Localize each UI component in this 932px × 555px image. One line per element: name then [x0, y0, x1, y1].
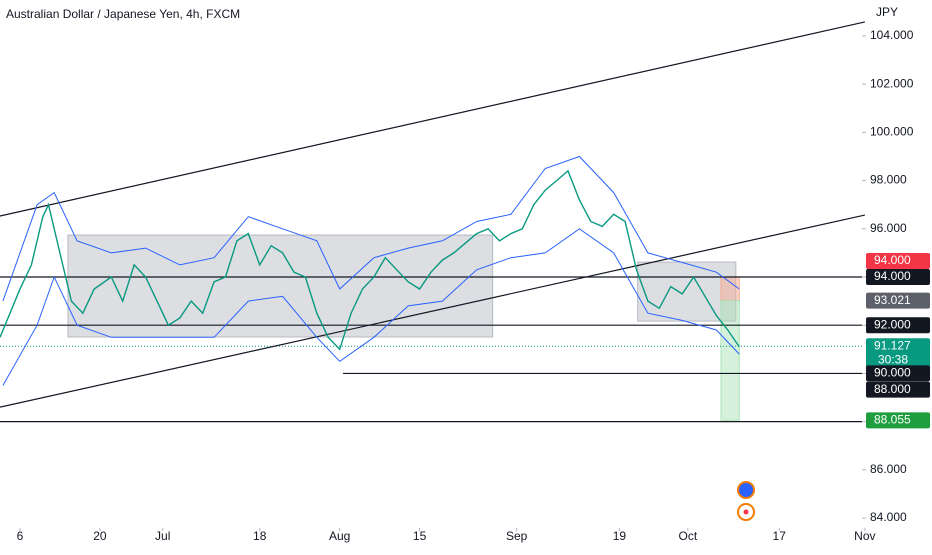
price-label-bg [866, 292, 930, 309]
y-tick-label: 100.000 [870, 125, 914, 139]
plot-area [0, 21, 865, 423]
zone [720, 276, 740, 302]
x-tick-label: 20 [93, 529, 107, 543]
x-tick-label: 17 [773, 529, 787, 543]
y-tick-label: 96.000 [870, 221, 907, 235]
y-unit: JPY [876, 5, 898, 19]
x-tick-label: Oct [679, 529, 698, 543]
price-label-bg [866, 317, 930, 334]
y-tick-label: 84.000 [870, 510, 907, 524]
x-tick-label: 18 [253, 529, 267, 543]
x-tick-label: Jul [155, 529, 170, 543]
price-label-bg [866, 412, 930, 429]
x-tick-label: Nov [854, 529, 875, 543]
price-label: 90.000 [874, 366, 911, 380]
price-label-bg [866, 365, 930, 382]
chart-title: Australian Dollar / Japanese Yen, 4h, FX… [6, 7, 240, 21]
event-dot [743, 509, 749, 515]
zone [720, 300, 740, 421]
y-tick-label: 98.000 [870, 173, 907, 187]
price-label: 91.127 [874, 338, 911, 352]
trend-line [0, 21, 865, 217]
price-label: 92.000 [874, 317, 911, 331]
series-line [2, 228, 740, 386]
x-tick-label: Aug [329, 529, 350, 543]
price-label-bg [866, 338, 930, 369]
price-label-bg [866, 252, 930, 269]
zone [637, 261, 737, 322]
series-line [0, 169, 740, 351]
x-tick-label: 19 [613, 529, 627, 543]
price-label: 94.000 [874, 269, 911, 283]
x-tick-label: 15 [413, 529, 427, 543]
y-tick-label: 104.000 [870, 28, 914, 42]
price-label: 88.000 [874, 382, 911, 396]
y-tick-label: 86.000 [870, 462, 907, 476]
event-icon[interactable] [737, 481, 755, 499]
price-label-bg [866, 268, 930, 285]
trend-line [0, 214, 865, 408]
series-line [2, 155, 740, 302]
event-icons [737, 481, 755, 521]
y-tick-label: 102.000 [870, 76, 914, 90]
x-tick-label: Sep [506, 529, 528, 543]
price-label-bg [866, 381, 930, 398]
price-label: 94.000 [874, 253, 911, 267]
x-tick-label: 6 [17, 529, 24, 543]
price-label: 88.055 [874, 412, 911, 426]
price-countdown: 30:38 [878, 352, 908, 366]
price-label: 93.021 [874, 293, 911, 307]
